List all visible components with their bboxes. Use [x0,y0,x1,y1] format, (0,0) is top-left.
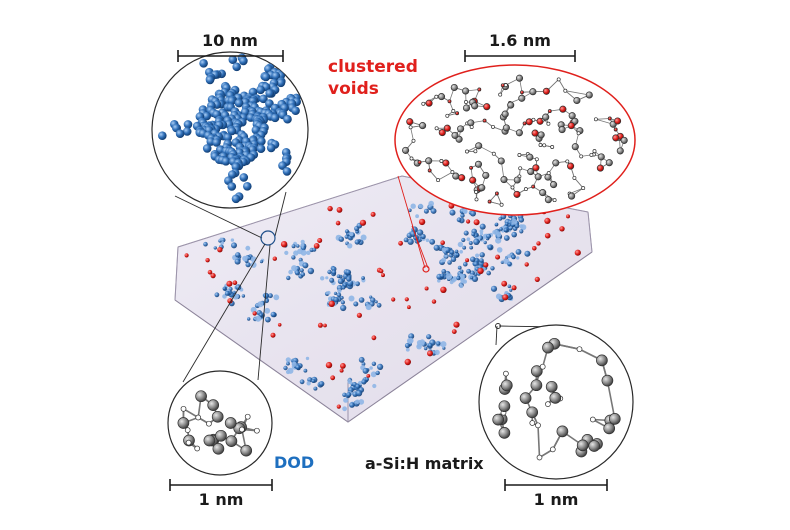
scale-bar-bottom-right [504,479,608,491]
dod-label: DOD [274,453,314,472]
inset-matrix-atoms [478,324,634,480]
scale-bar-top-right [464,50,576,62]
scale-bar-top-left [177,50,284,62]
inset-clustered-voids [394,64,636,216]
simulation-box [174,175,593,423]
scale-bar-bottom-left [169,479,273,491]
scale-label-top-right: 1.6 nm [489,31,551,50]
clustered-voids-label-line1: clustered [328,57,418,77]
inset-dod-atoms [167,370,273,476]
clustered-voids-label-line2: voids [328,79,379,99]
void-clusters [184,189,581,409]
inset-dod-cluster [151,51,309,209]
scale-label-bottom-left: 1 nm [199,490,244,509]
matrix-label: a-Si:H matrix [365,454,484,473]
scale-label-top-left: 10 nm [202,31,258,50]
scale-label-bottom-right: 1 nm [534,490,579,509]
